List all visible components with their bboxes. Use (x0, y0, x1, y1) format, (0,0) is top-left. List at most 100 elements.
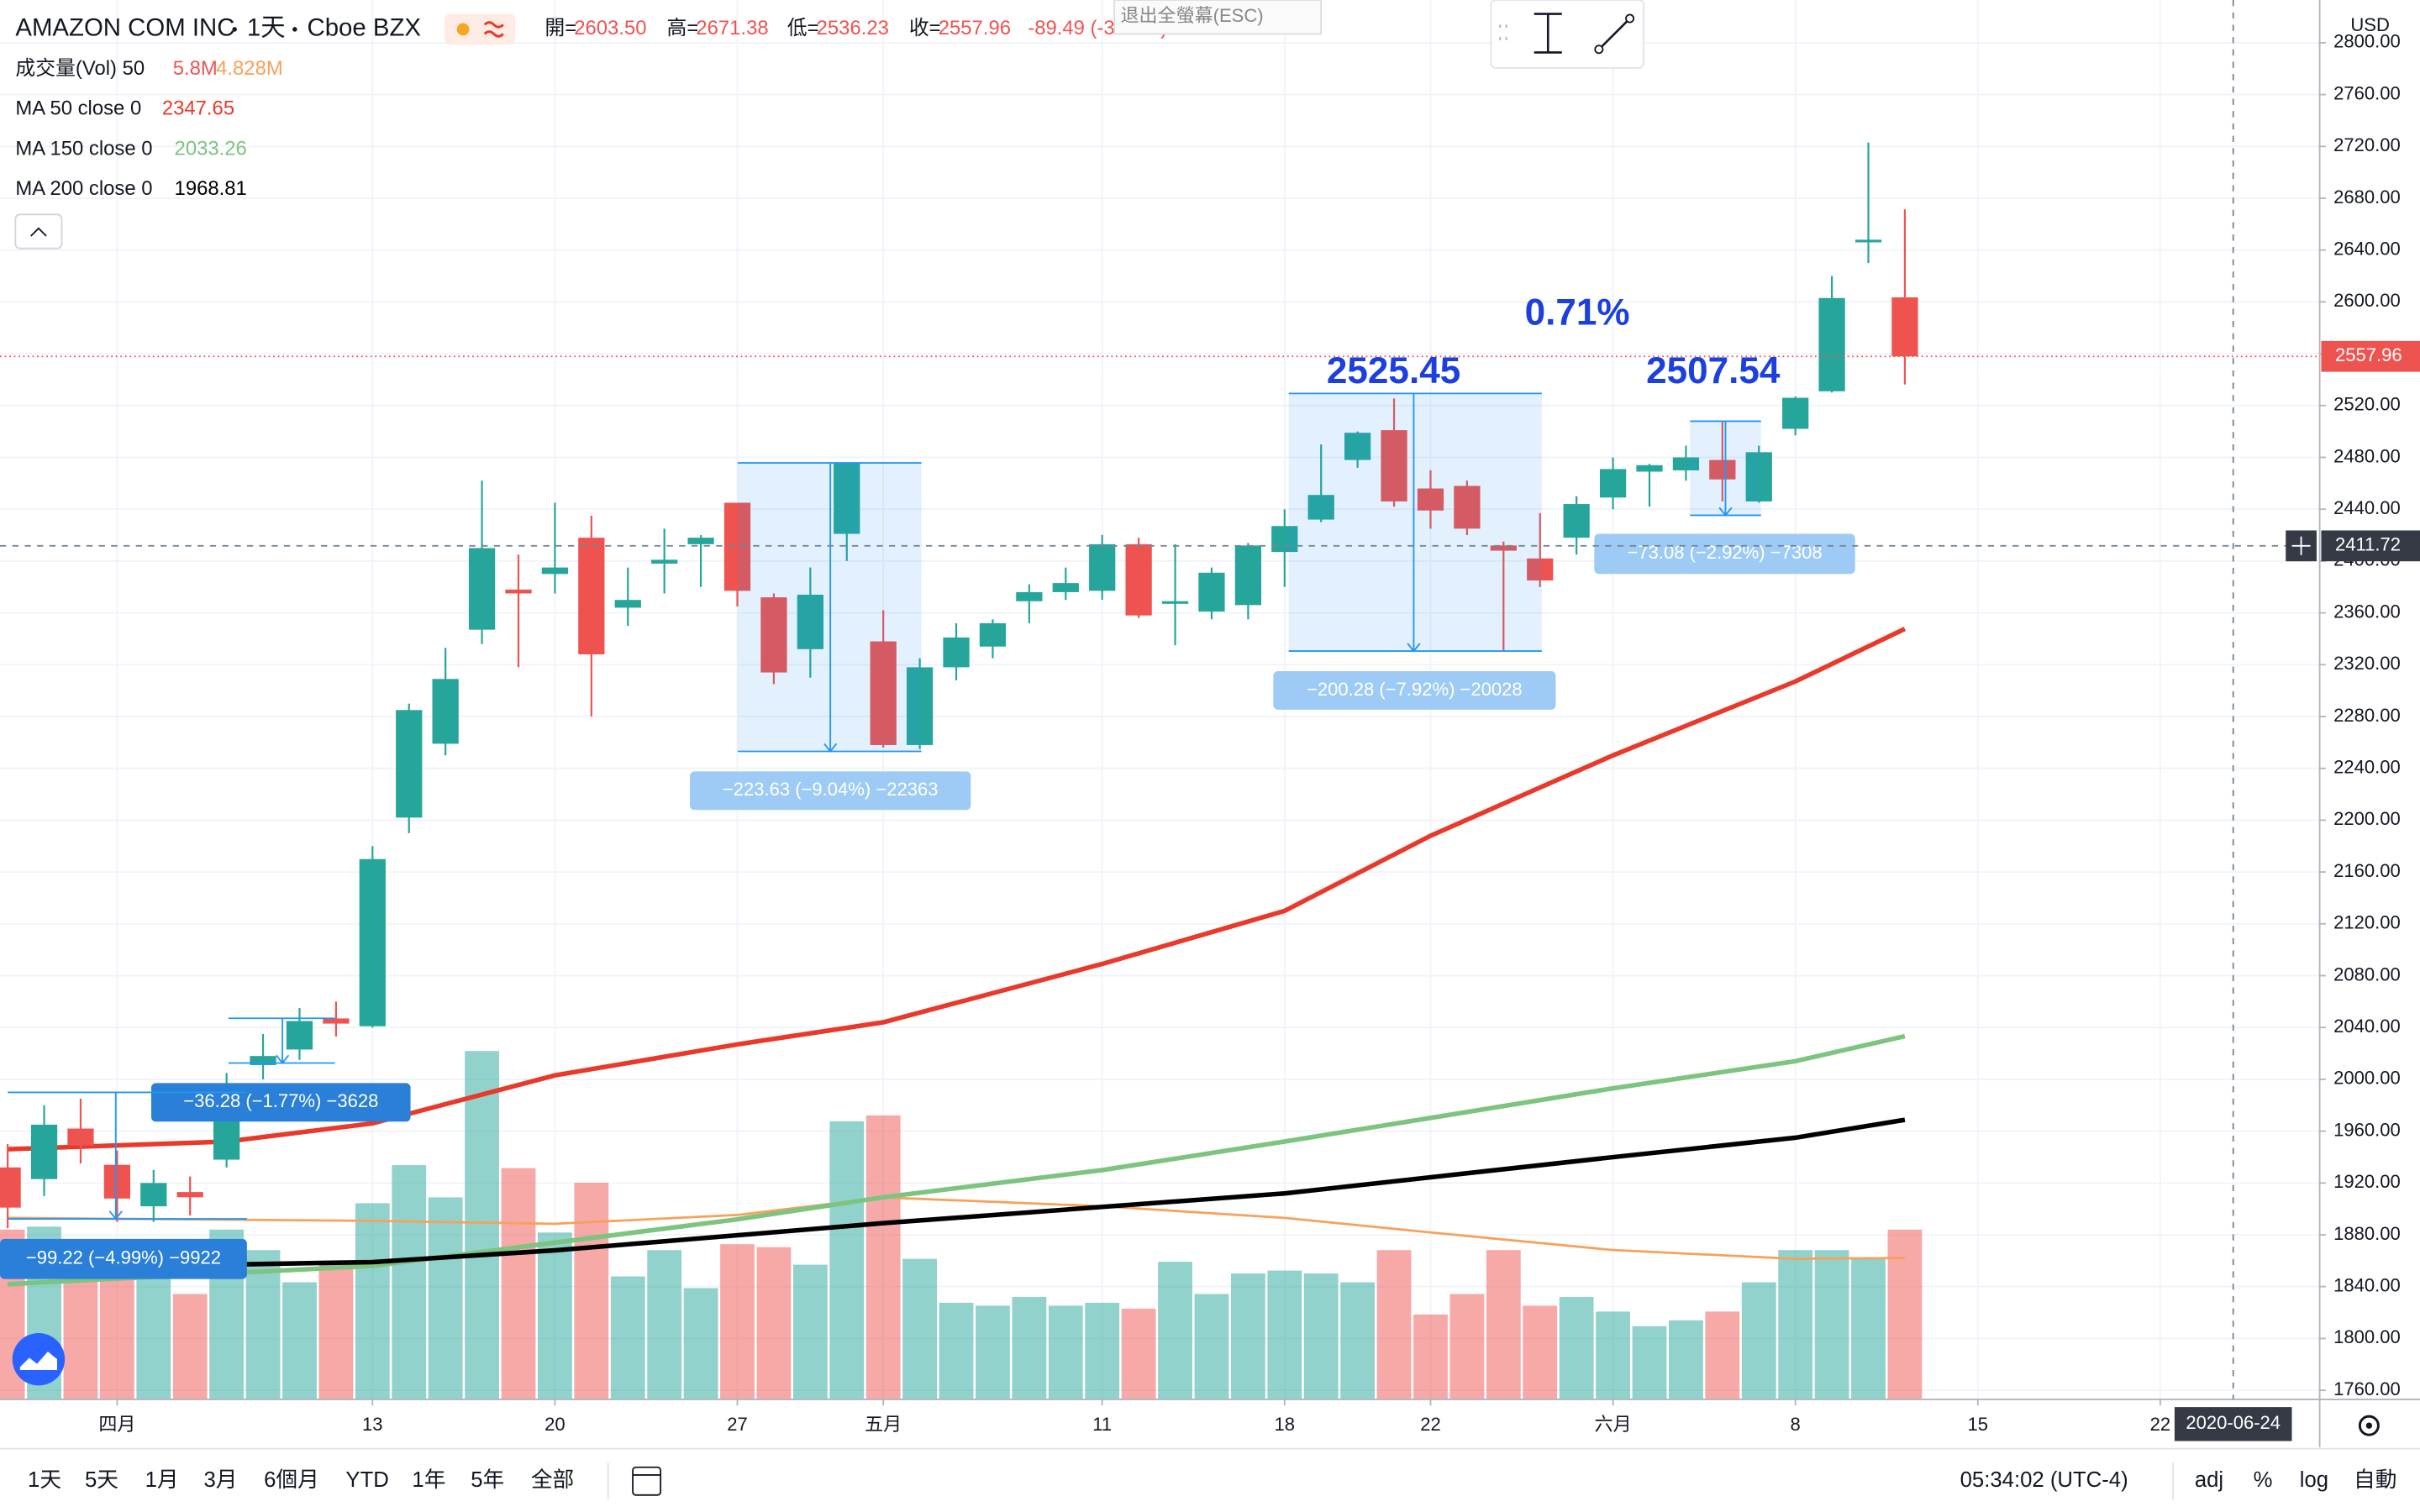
y-tick-label: 2080.00 (2333, 963, 2401, 984)
volume-bar (1669, 1320, 1703, 1399)
x-tick-label: 13 (362, 1414, 383, 1435)
separator-dot (292, 27, 297, 32)
candle-body (1818, 297, 1845, 391)
range-button[interactable]: 5年 (471, 1467, 504, 1492)
y-tick-label: 2480.00 (2333, 445, 2401, 466)
price-annotation: 2525.45 (1327, 350, 1460, 391)
x-tick-label: 四月 (98, 1414, 135, 1435)
y-tick-label: 2040.00 (2333, 1016, 2401, 1037)
volume-bar (610, 1276, 645, 1399)
x-tick-label: 27 (727, 1414, 748, 1435)
drag-handle (1499, 24, 1507, 40)
candle-body (1417, 488, 1444, 511)
symbol: AMAZON COM INC (15, 14, 234, 42)
scale-option[interactable]: adj (2195, 1468, 2223, 1492)
volume-bar (1121, 1308, 1156, 1399)
ma-line (8, 1117, 1906, 1271)
volume-bar (1413, 1314, 1448, 1399)
ma-legend-name: MA 150 close 0 (15, 137, 152, 160)
volume-bar (1048, 1305, 1083, 1399)
interval[interactable]: 1天 (247, 14, 286, 42)
tooltip (1113, 0, 1323, 35)
candle-body (870, 641, 897, 745)
candle-body (906, 667, 934, 745)
candle-body (1271, 526, 1298, 553)
volume-bar (1778, 1250, 1813, 1399)
last-price-label: 2557.96 (2335, 344, 2402, 365)
measure-arrowhead (276, 1054, 290, 1064)
candle-body (140, 1183, 167, 1207)
volume-bar (939, 1302, 974, 1399)
candle-body (797, 595, 823, 649)
range-button[interactable]: 6個月 (264, 1467, 319, 1492)
volume-bar (829, 1121, 865, 1399)
scale-option[interactable]: 自動 (2354, 1467, 2396, 1492)
measure-label: −36.28 (−1.77%) −3628 (183, 1090, 378, 1111)
candle-body (505, 589, 532, 594)
scale-option[interactable]: log (2300, 1468, 2328, 1492)
volume-bar (1814, 1250, 1849, 1399)
delay-icon (483, 21, 504, 38)
logo[interactable] (12, 1332, 66, 1386)
scale-option[interactable]: % (2254, 1468, 2273, 1492)
y-tick-label: 1800.00 (2333, 1326, 2401, 1347)
range-button[interactable]: 5天 (85, 1468, 118, 1492)
settings-icon[interactable] (2358, 1415, 2380, 1436)
volume-bar (720, 1244, 755, 1399)
candle-body (396, 710, 423, 818)
volume-bar (1158, 1262, 1192, 1399)
measure-box (1288, 393, 1542, 652)
candle-body (1454, 486, 1481, 529)
volume-bar (1486, 1250, 1521, 1399)
range-button[interactable]: 1天 (28, 1468, 61, 1492)
separator-dot (232, 27, 237, 32)
volume-bar (683, 1288, 718, 1399)
volume-bar (465, 1051, 499, 1399)
range-button[interactable]: 1月 (145, 1468, 179, 1492)
crosshair-date: 2020-06-24 (2186, 1412, 2281, 1433)
market-icon (456, 23, 470, 36)
candle-body (1599, 469, 1627, 498)
candle-body (67, 1128, 94, 1146)
x-tick-label: 六月 (1595, 1414, 1632, 1435)
ma-line (8, 1033, 1906, 1287)
volume-bar (1267, 1270, 1302, 1399)
calendar-icon[interactable] (632, 1466, 662, 1496)
range-button[interactable]: 全部 (531, 1467, 574, 1492)
x-tick-label: 22 (1420, 1414, 1441, 1435)
collapse-icon (30, 227, 47, 237)
candle-body (1307, 495, 1334, 520)
range-button[interactable]: YTD (345, 1468, 388, 1492)
y-tick-label: 2240.00 (2333, 757, 2401, 778)
currency[interactable]: USD (2350, 14, 2390, 35)
measure-tool[interactable] (1534, 13, 1562, 54)
candle-body (432, 679, 459, 744)
ohlc-value: 2671.38 (696, 17, 768, 39)
candle-body (834, 462, 860, 534)
y-tick-label: 2280.00 (2333, 705, 2401, 726)
y-tick-label: 2760.00 (2333, 82, 2401, 103)
volume-bar (902, 1258, 938, 1399)
volume-bar (136, 1268, 171, 1399)
measure-label-box (690, 771, 971, 811)
range-button[interactable]: 1年 (412, 1467, 445, 1492)
ohlc-label: 開= (544, 17, 576, 39)
volume-bar (282, 1282, 317, 1399)
candle-body (1745, 452, 1772, 501)
candle-body (1782, 397, 1809, 429)
candle-body (1636, 465, 1663, 472)
y-tick-label: 2440.00 (2333, 497, 2401, 518)
volume-bar (501, 1168, 536, 1399)
range-button[interactable]: 3月 (203, 1468, 237, 1492)
y-tick-label: 2360.00 (2333, 601, 2401, 622)
volume-bar (355, 1203, 390, 1399)
x-tick-label: 20 (544, 1414, 566, 1435)
trend-line-tool[interactable] (1597, 18, 1631, 50)
measure-arrowhead (823, 743, 838, 753)
collapse-button[interactable] (14, 213, 63, 249)
candle-body (1125, 543, 1152, 616)
tooltip-text: 退出全螢幕(ESC) (1120, 5, 1263, 26)
candle-body (1161, 601, 1189, 604)
volume-bar (1085, 1302, 1120, 1399)
